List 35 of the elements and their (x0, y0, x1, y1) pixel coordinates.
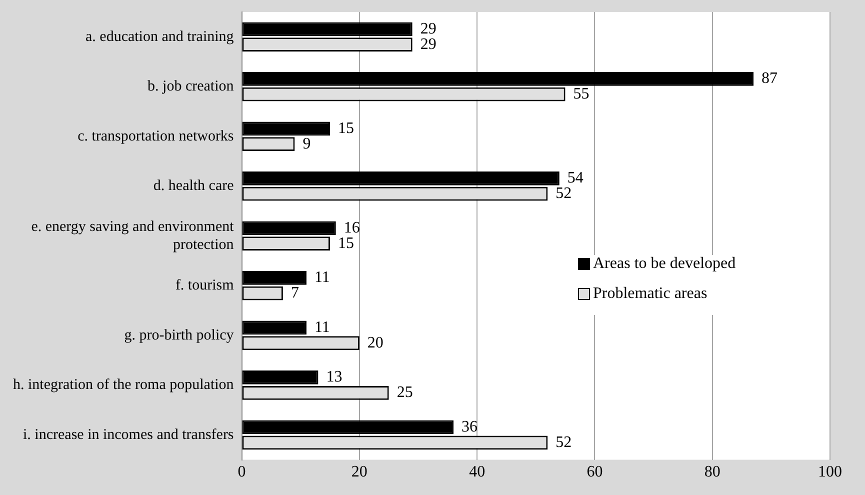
data-label: 29 (420, 36, 436, 53)
y-tick-label: c. transportation networks (78, 128, 234, 144)
data-label: 52 (556, 434, 572, 451)
data-label: 52 (556, 185, 572, 202)
y-tick-label: g. pro-birth policy (124, 327, 234, 344)
x-tick-label: 60 (586, 464, 603, 481)
data-label: 13 (326, 368, 342, 386)
x-tick-label: 0 (238, 464, 246, 481)
y-tick-label: d. health care (153, 178, 234, 194)
data-label: 9 (302, 135, 311, 152)
y-tick-label: i. increase in incomes and transfers (23, 426, 234, 443)
data-label: 29 (420, 20, 436, 38)
data-label: 25 (396, 384, 413, 402)
data-label: 36 (462, 418, 478, 436)
y-tick-label: a. education and training (86, 28, 234, 45)
legend-label: Problematic areas (593, 285, 708, 303)
y-tick-label: e. energy saving and environment protection (31, 218, 235, 253)
data-label: 16 (344, 219, 360, 236)
y-tick-label: f. tourism (175, 278, 234, 294)
data-label: 11 (314, 269, 330, 286)
legend-label: Areas to be developed (593, 255, 736, 273)
x-tick-label: 20 (351, 464, 368, 481)
data-label: 20 (367, 334, 384, 352)
x-tick-label: 100 (818, 464, 842, 481)
data-label: 15 (338, 120, 354, 137)
data-label: 11 (314, 318, 330, 336)
x-tick-label: 80 (704, 464, 720, 481)
data-label: 15 (338, 234, 354, 252)
data-label: 54 (567, 170, 584, 187)
data-label: 55 (573, 86, 590, 103)
y-tick-label: b. job creation (148, 78, 234, 95)
y-tick-label: h. integration of the roma population (13, 377, 234, 394)
data-label: 87 (762, 70, 778, 88)
data-label: 7 (290, 284, 299, 302)
x-tick-label: 40 (469, 464, 486, 481)
